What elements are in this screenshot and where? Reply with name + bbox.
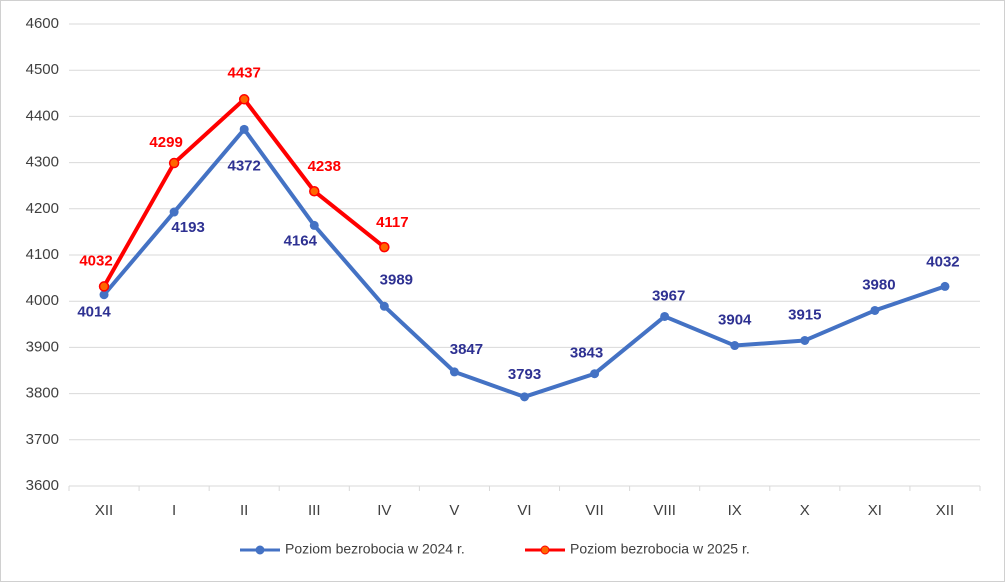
x-tick-label: VI bbox=[517, 502, 531, 519]
data-point bbox=[379, 301, 389, 311]
x-tick-label: XII bbox=[936, 502, 954, 519]
data-label: 3980 bbox=[862, 276, 895, 293]
data-point bbox=[238, 94, 250, 105]
data-label: 4437 bbox=[228, 64, 261, 81]
y-tick-label: 4500 bbox=[26, 61, 59, 78]
legend-marker bbox=[540, 545, 550, 555]
data-label: 4117 bbox=[376, 214, 409, 231]
data-label: 4164 bbox=[284, 232, 318, 249]
x-tick-label: III bbox=[308, 502, 321, 519]
legend-label: Poziom bezrobocia w 2024 r. bbox=[285, 541, 465, 557]
data-point bbox=[940, 281, 950, 291]
data-label: 4032 bbox=[79, 252, 112, 269]
y-tick-label: 4600 bbox=[26, 15, 59, 32]
x-tick-label: IX bbox=[728, 502, 742, 519]
y-tick-label: 4300 bbox=[26, 154, 59, 171]
data-label: 4299 bbox=[149, 134, 182, 151]
data-label: 3915 bbox=[788, 306, 821, 323]
data-label: 4014 bbox=[77, 304, 111, 321]
x-tick-label: VIII bbox=[653, 502, 676, 519]
data-label: 4193 bbox=[171, 219, 204, 236]
data-label: 3843 bbox=[570, 345, 603, 362]
data-label: 4238 bbox=[308, 158, 341, 175]
data-point bbox=[660, 311, 670, 321]
data-point bbox=[520, 392, 529, 402]
data-label: 4372 bbox=[228, 157, 261, 174]
data-label: 3989 bbox=[380, 271, 413, 288]
data-point bbox=[239, 124, 249, 134]
legend-label: Poziom bezrobocia w 2025 r. bbox=[570, 541, 750, 557]
data-point bbox=[168, 157, 180, 169]
x-tick-label: IV bbox=[377, 502, 391, 519]
data-point bbox=[800, 335, 810, 345]
data-point bbox=[449, 367, 459, 377]
data-point bbox=[169, 207, 179, 217]
data-point bbox=[309, 185, 320, 197]
data-point bbox=[870, 305, 880, 315]
y-tick-label: 4100 bbox=[26, 246, 59, 263]
y-tick-label: 3600 bbox=[26, 477, 59, 494]
x-tick-label: V bbox=[449, 502, 459, 519]
data-point bbox=[590, 369, 600, 379]
data-point bbox=[379, 241, 390, 253]
x-tick-label: I bbox=[172, 502, 176, 519]
data-label: 3904 bbox=[718, 312, 752, 329]
y-tick-label: 3700 bbox=[26, 431, 59, 448]
y-tick-label: 3900 bbox=[26, 338, 59, 355]
data-label: 3967 bbox=[652, 287, 685, 304]
data-label: 4032 bbox=[926, 253, 959, 270]
x-tick-label: XI bbox=[868, 502, 882, 519]
y-tick-label: 4200 bbox=[26, 200, 59, 217]
y-tick-label: 3800 bbox=[26, 385, 59, 402]
x-tick-label: II bbox=[240, 502, 248, 519]
data-point bbox=[99, 290, 109, 300]
legend-marker bbox=[255, 545, 265, 555]
y-tick-label: 4000 bbox=[26, 292, 59, 309]
x-tick-label: X bbox=[800, 502, 810, 519]
x-tick-label: XII bbox=[95, 502, 113, 519]
data-label: 3847 bbox=[450, 341, 483, 358]
data-point bbox=[98, 281, 110, 292]
x-tick-label: VII bbox=[585, 502, 603, 519]
data-point bbox=[309, 220, 319, 230]
data-point bbox=[730, 341, 740, 351]
data-label: 3793 bbox=[508, 366, 541, 383]
y-tick-label: 4400 bbox=[26, 107, 59, 124]
